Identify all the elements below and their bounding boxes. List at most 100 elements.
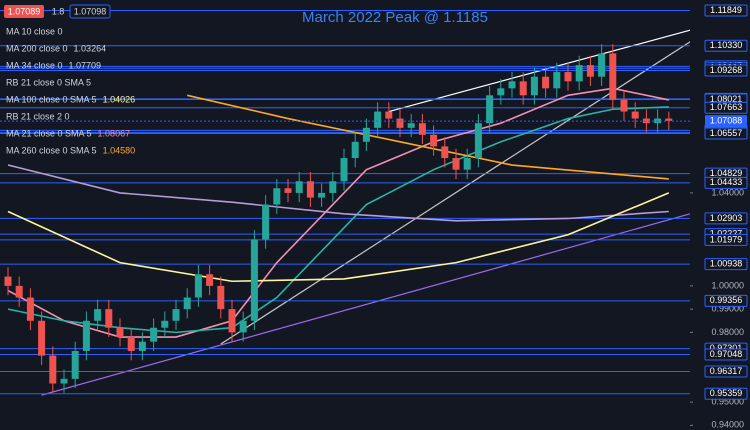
level-label: 1.04433 [710,177,743,187]
level-label: 0.97301 [710,343,743,353]
candle-body [26,297,34,321]
level-box [704,64,748,77]
candle-body [150,327,158,342]
indicator-name: MA 21 close 0 SMA 5 [6,128,92,138]
candle-body [385,111,393,119]
last-price-label: 1.07088 [710,116,743,126]
candle-body [564,72,572,82]
bid-box [69,4,111,19]
candle-body [116,327,124,338]
level-label: 1.01979 [710,234,743,244]
level-label: 1.02227 [710,229,743,239]
candle-body [71,350,79,379]
candle-body [553,72,561,89]
candle-body [463,158,471,170]
candle-body [362,127,370,142]
level-box [704,258,748,271]
candle-body [586,65,594,77]
candle-body [329,181,337,193]
y-tick-label: 0.94000 [711,420,744,430]
indicator-value: 1.07709 [69,60,102,70]
ask: 1.07089 [8,6,41,16]
candle-body [430,134,438,147]
bid: 1.07098 [74,6,107,16]
level-box [704,233,748,246]
level-box [704,101,748,114]
candle-body [620,99,628,112]
level-label: 1.07663 [710,102,743,112]
moving-average [7,164,669,222]
candle-body [206,274,214,286]
indicator-name: MA 10 close 0 [6,26,63,36]
candle-body [441,146,449,159]
indicator-name: RB 21 close 2 0 [6,111,70,121]
candle-body [486,95,494,124]
level-box [704,365,748,378]
candle-body [194,274,202,298]
candle-body [452,158,460,170]
candle-body [631,111,639,119]
candle-body [15,285,23,298]
candle-body [127,337,135,351]
level-label: 0.99356 [710,295,743,305]
candle-body [60,378,68,384]
candle-body [374,111,382,128]
candle-body [609,53,617,100]
level-box [704,39,748,52]
candle-body [38,320,46,356]
candle-body [396,118,404,128]
level-box [704,348,748,361]
level-label: 0.96317 [710,366,743,376]
candle-body [172,309,180,321]
level-label: 1.02903 [710,213,743,223]
candle-body [49,355,57,384]
indicator-name: MA 100 close 0 SMA 5 [6,94,97,104]
candle-body [138,341,146,351]
indicator-name: RB 21 close 0 SMA 5 [6,77,91,87]
candle-body [542,76,550,89]
level-label: 0.95359 [710,388,743,398]
y-tick-label: 0.95000 [711,396,744,406]
ask-box [4,5,44,18]
y-tick-label: 1.04000 [711,187,744,197]
candle-body [183,297,191,310]
indicator-name: MA 260 close 0 SMA 5 [6,145,97,155]
candle-body [161,320,169,328]
candle-body [508,81,516,89]
last-price-box [705,115,747,128]
candle-body [474,123,482,159]
level-label: 1.06557 [710,128,743,138]
indicator-value: 1.03264 [74,43,107,53]
candle-body [530,76,538,96]
candle-body [318,192,326,198]
level-box [704,4,748,17]
candle-body [340,158,348,182]
candle-body [295,181,303,193]
candle-body [250,239,258,321]
candle-body [642,118,650,124]
candle-body [82,320,90,351]
candle-body [418,123,426,135]
indicator-name: MA 200 close 0 [6,43,68,53]
indicator-value: 1.08067 [98,128,131,138]
candle-body [105,309,113,328]
candle-body [519,81,527,96]
candle-body [228,309,236,333]
candle-body [284,188,292,193]
level-label: 1.09268 [710,65,743,75]
y-tick-label: 0.98000 [711,327,744,337]
candle-body [351,141,359,159]
candle-body [575,65,583,82]
candle-body [273,188,281,205]
candle-body [94,309,102,321]
candle-body [239,320,247,333]
indicator-name: MA 34 close 0 [6,60,63,70]
y-tick-label: 1.00000 [711,280,744,290]
candle-body [4,276,12,286]
indicator-value: 1.04026 [103,94,136,104]
level-label: 1.04829 [710,168,743,178]
level-box [704,212,748,225]
level-label: 1.08021 [710,94,743,104]
level-box [704,294,748,307]
